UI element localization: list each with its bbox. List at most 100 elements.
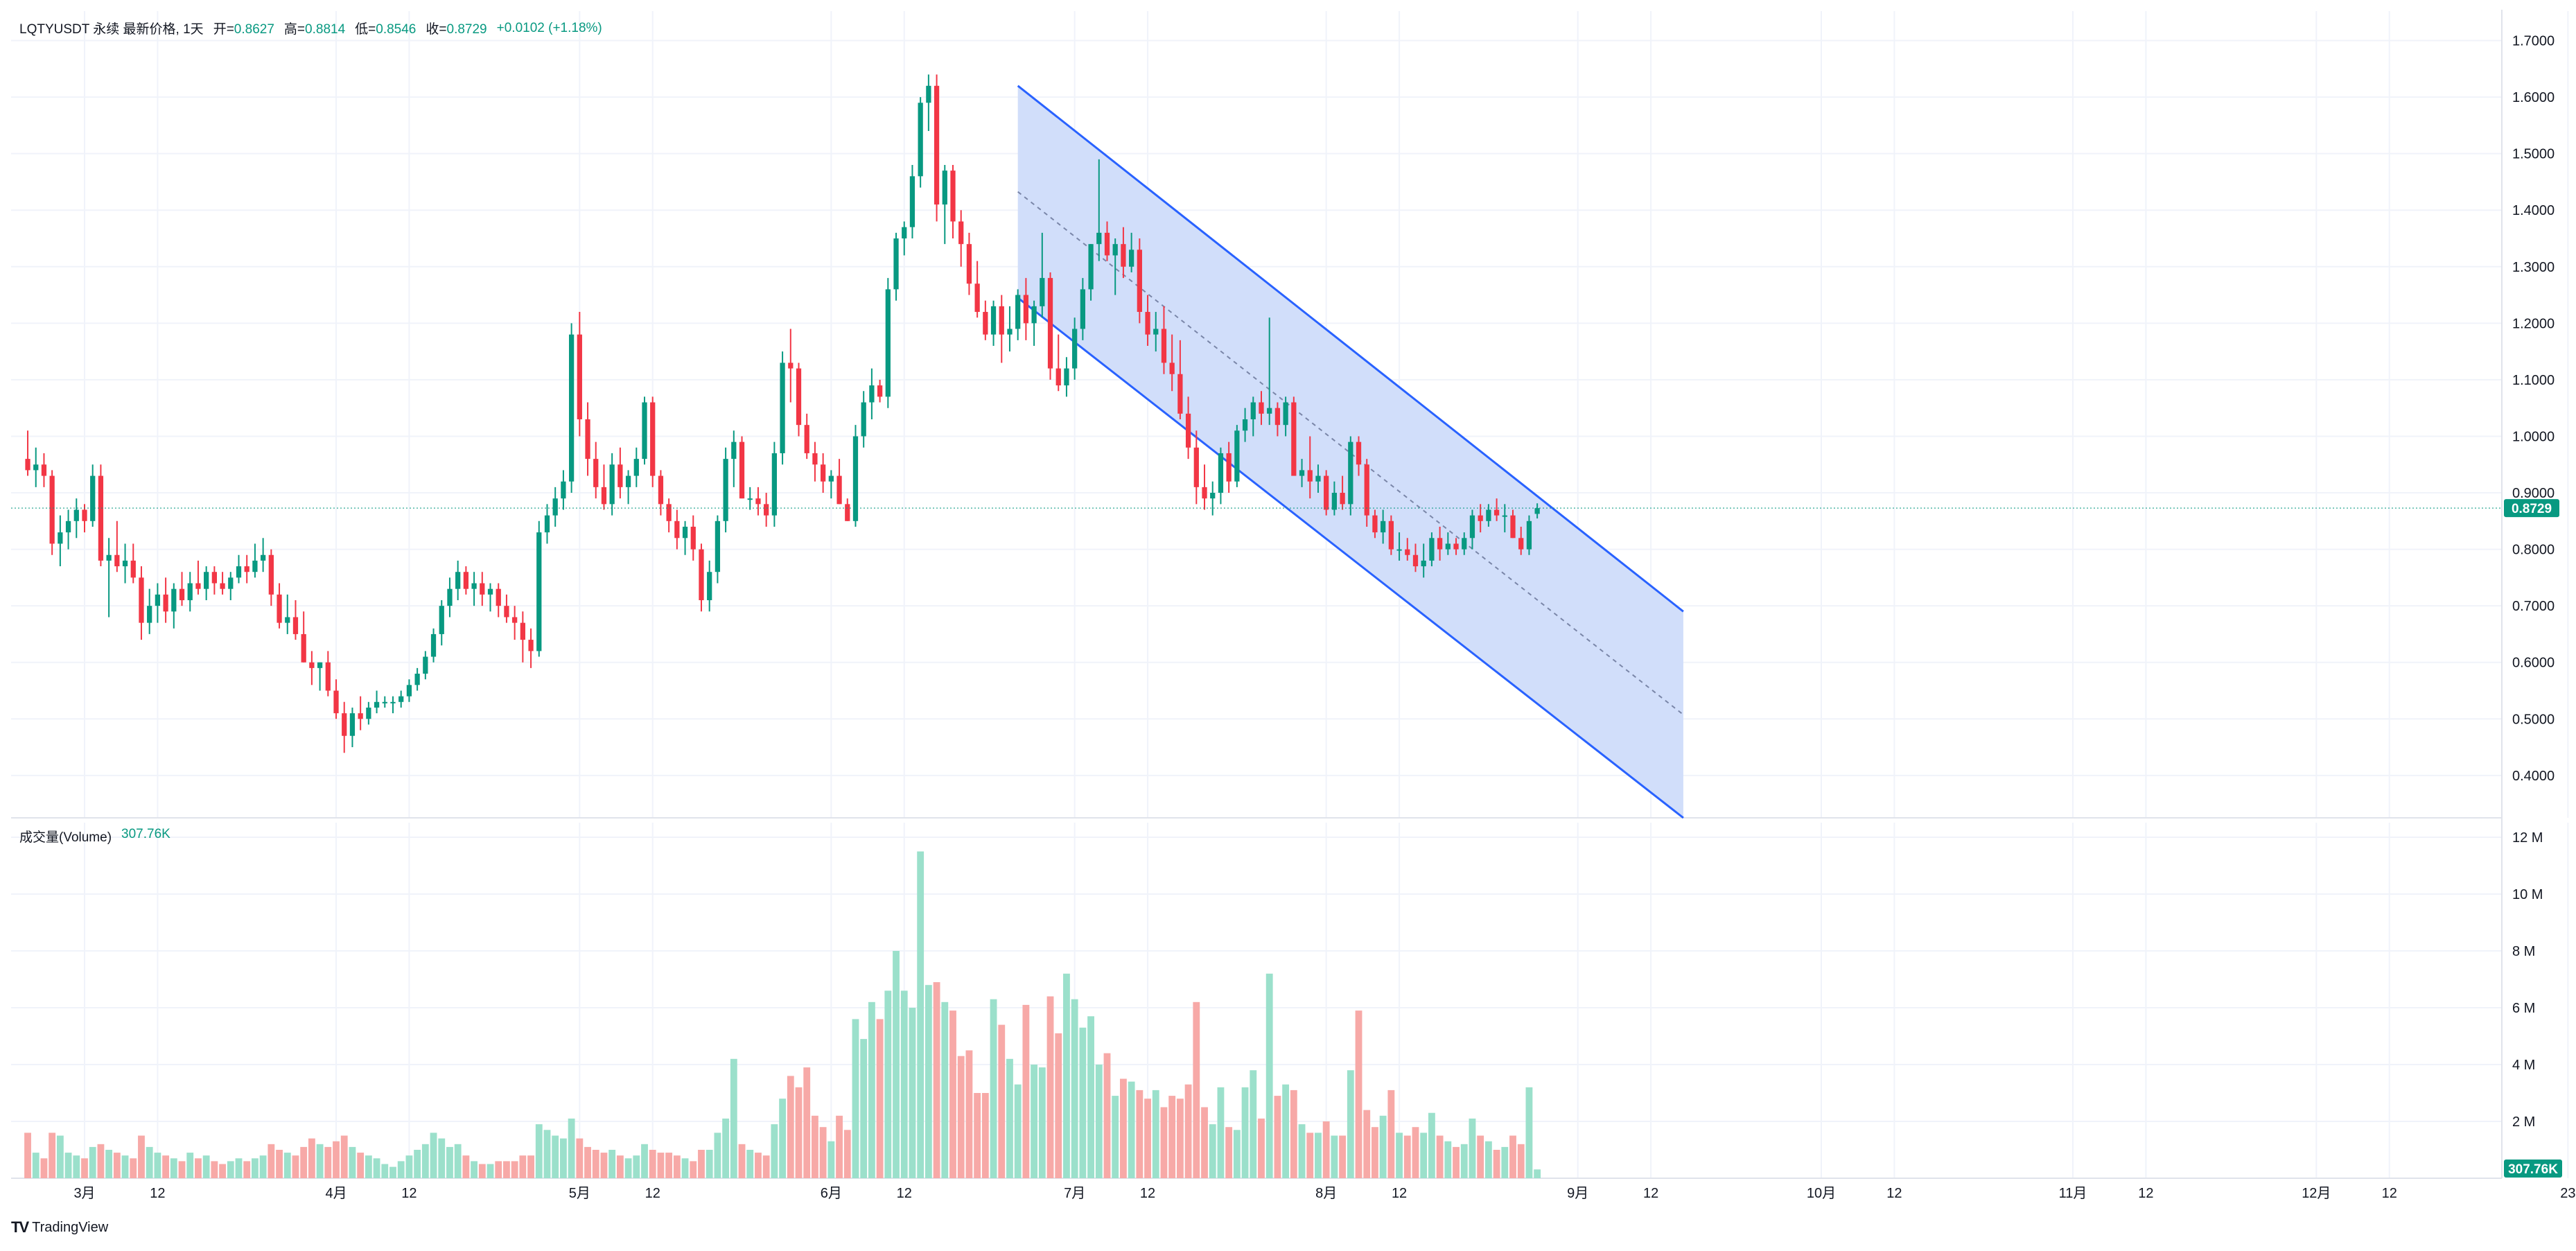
candle-body bbox=[1307, 470, 1313, 482]
candle-body bbox=[1128, 250, 1134, 267]
candle-body bbox=[1388, 520, 1394, 550]
candle-body bbox=[1453, 543, 1459, 550]
candle-body bbox=[1493, 509, 1500, 516]
volume-bar bbox=[421, 1144, 429, 1178]
high-value: 0.8814 bbox=[305, 22, 346, 37]
time-tick-label: 12 bbox=[2138, 1186, 2153, 1201]
candle-body bbox=[98, 475, 104, 561]
volume-bar bbox=[487, 1164, 494, 1178]
candle-body bbox=[1462, 538, 1467, 550]
volume-bar bbox=[1112, 1096, 1119, 1178]
candle-body bbox=[926, 85, 931, 103]
volume-bar bbox=[1525, 1087, 1533, 1178]
volume-bar bbox=[340, 1135, 348, 1178]
candle-body bbox=[1040, 278, 1045, 306]
time-tick-label: 12 bbox=[645, 1186, 660, 1201]
candle-body bbox=[90, 475, 96, 521]
volume-bar bbox=[1144, 1099, 1151, 1178]
volume-bar bbox=[843, 1130, 851, 1178]
candle-body bbox=[1510, 515, 1516, 539]
price-tick-label: 1.5000 bbox=[2512, 147, 2555, 162]
candle-body bbox=[228, 577, 234, 589]
candle-body bbox=[1218, 453, 1224, 493]
volume-bar bbox=[738, 1144, 746, 1178]
volume-bar bbox=[1022, 1004, 1030, 1178]
candle-body bbox=[909, 176, 915, 227]
candle-body bbox=[1193, 447, 1199, 487]
candle-body bbox=[366, 707, 371, 719]
candle-body bbox=[211, 572, 217, 584]
volume-bar bbox=[965, 1050, 973, 1178]
time-tick-label: 11月 bbox=[2059, 1186, 2087, 1201]
price-tick-label: 1.7000 bbox=[2512, 34, 2555, 49]
volume-bar bbox=[641, 1144, 648, 1178]
candle-body bbox=[414, 674, 420, 685]
tradingview-brand[interactable]: TV TradingView bbox=[11, 1218, 108, 1236]
volume-bar bbox=[876, 1019, 884, 1178]
volume-tick-label: 8 M bbox=[2512, 944, 2535, 959]
volume-legend: 成交量(Volume) 307.76K bbox=[19, 827, 170, 846]
candle-body bbox=[1478, 515, 1483, 521]
candle-body bbox=[179, 588, 185, 600]
volume-bar bbox=[933, 982, 940, 1178]
candle-body bbox=[528, 640, 534, 651]
time-tick-label: 8月 bbox=[1315, 1186, 1337, 1201]
candle-body bbox=[552, 498, 558, 516]
candle-body bbox=[990, 306, 997, 335]
candle-body bbox=[902, 227, 907, 239]
volume-bar bbox=[1534, 1169, 1541, 1178]
volume-bar bbox=[405, 1155, 413, 1178]
tradingview-name: TradingView bbox=[32, 1219, 109, 1235]
volume-bar bbox=[1517, 1144, 1525, 1178]
candle-body bbox=[1518, 538, 1524, 550]
candle-body bbox=[358, 713, 363, 719]
candle-body bbox=[1234, 430, 1240, 482]
candle-body bbox=[471, 583, 477, 589]
volume-bar bbox=[1436, 1135, 1444, 1178]
price-tick-label: 1.1000 bbox=[2512, 373, 2555, 388]
volume-bar bbox=[1079, 1027, 1087, 1178]
volume-bar bbox=[251, 1158, 259, 1178]
volume-bar bbox=[819, 1127, 827, 1178]
candle-body bbox=[1356, 441, 1362, 465]
time-tick-label: 23 bbox=[2560, 1186, 2575, 1201]
volume-bar bbox=[1363, 1110, 1371, 1178]
candle-body bbox=[796, 368, 802, 426]
volume-bar bbox=[1339, 1135, 1347, 1178]
time-tick-label: 10月 bbox=[1807, 1186, 1836, 1201]
candle-body bbox=[1437, 538, 1443, 550]
volume-bar bbox=[316, 1144, 324, 1178]
volume-bar bbox=[1428, 1112, 1435, 1178]
volume-label[interactable]: 成交量(Volume) bbox=[19, 830, 112, 845]
low-value: 0.8546 bbox=[376, 22, 417, 37]
candle-body bbox=[1421, 560, 1426, 567]
candle-body bbox=[723, 459, 728, 521]
volume-bar bbox=[722, 1118, 730, 1178]
candle-body bbox=[845, 504, 850, 521]
symbol-title[interactable]: LQTYUSDT 永续 最新价格, 1天 bbox=[19, 22, 204, 37]
candle-body bbox=[1137, 250, 1142, 313]
price-tick-label: 1.2000 bbox=[2512, 316, 2555, 331]
volume-bar bbox=[1298, 1124, 1306, 1178]
candle-body bbox=[739, 441, 745, 499]
volume-bar bbox=[113, 1153, 121, 1178]
volume-bar bbox=[389, 1166, 396, 1178]
volume-bar bbox=[276, 1150, 283, 1178]
volume-bar bbox=[397, 1161, 405, 1178]
volume-bar bbox=[89, 1146, 96, 1178]
volume-bar bbox=[690, 1161, 697, 1178]
volume-bar bbox=[308, 1138, 315, 1178]
volume-bar bbox=[454, 1144, 462, 1178]
volume-bar bbox=[698, 1150, 705, 1178]
volume-bar bbox=[211, 1161, 218, 1178]
volume-bar bbox=[584, 1146, 591, 1178]
volume-bar bbox=[1095, 1065, 1103, 1178]
candle-body bbox=[1121, 244, 1126, 267]
candle-body bbox=[821, 464, 826, 482]
volume-bar bbox=[1347, 1070, 1354, 1178]
volume-bar bbox=[1396, 1132, 1403, 1178]
volume-bar bbox=[795, 1087, 803, 1178]
volume-bar bbox=[1331, 1135, 1338, 1178]
